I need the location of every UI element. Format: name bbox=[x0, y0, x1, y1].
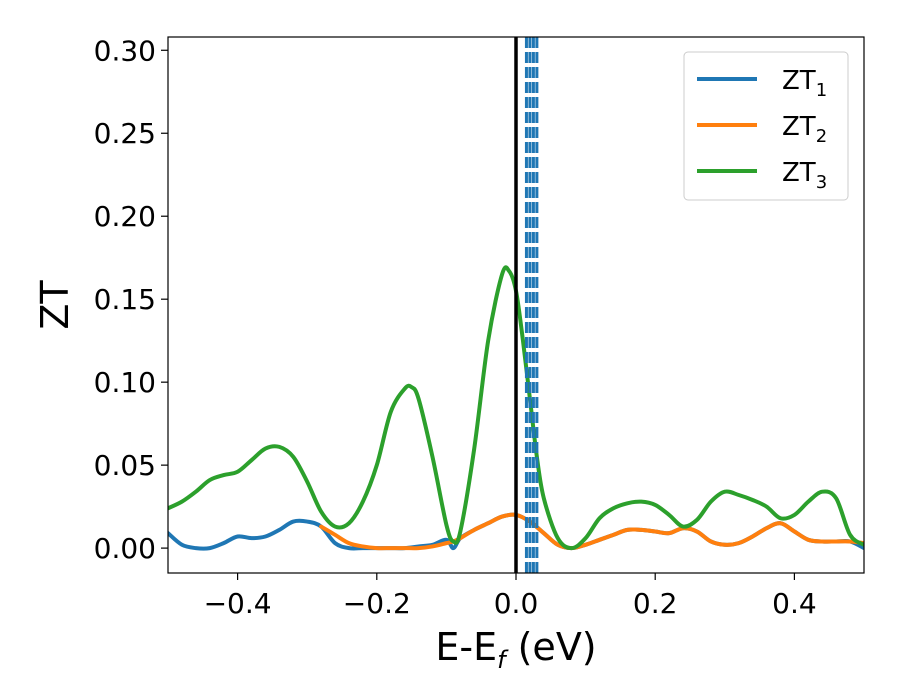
series-line-zt2 bbox=[319, 512, 864, 551]
x-tick-label: −0.4 bbox=[204, 587, 272, 620]
x-tick-label: 0.0 bbox=[494, 587, 539, 620]
legend-frame bbox=[683, 51, 849, 201]
y-tick-label: 0.10 bbox=[94, 366, 156, 399]
y-tick-label: 0.05 bbox=[94, 449, 156, 482]
x-tick-label: 0.4 bbox=[772, 587, 817, 620]
legend-label-zt2: ZT2 bbox=[782, 112, 827, 147]
legend-label-zt1: ZT1 bbox=[782, 66, 827, 101]
x-axis-ticks: −0.4 −0.2 0.0 0.2 0.4 bbox=[204, 573, 817, 620]
series-line-zt3 bbox=[168, 265, 864, 551]
y-tick-label: 0.00 bbox=[94, 532, 156, 565]
y-tick-label: 0.25 bbox=[94, 117, 156, 150]
y-tick-label: 0.15 bbox=[94, 283, 156, 316]
x-tick-label: 0.2 bbox=[633, 587, 678, 620]
y-tick-label: 0.20 bbox=[94, 200, 156, 233]
y-axis-label: ZT bbox=[33, 280, 77, 330]
y-tick-label: 0.30 bbox=[94, 34, 156, 67]
y-axis-ticks: 0.00 0.05 0.10 0.15 0.20 0.25 0.30 bbox=[94, 34, 168, 565]
legend: ZT1 ZT2 ZT3 bbox=[683, 51, 849, 201]
legend-label-zt3: ZT3 bbox=[782, 158, 827, 193]
x-axis-label: E-Ef (eV) bbox=[435, 625, 596, 674]
plot-area bbox=[168, 37, 864, 573]
x-tick-label: −0.2 bbox=[343, 587, 411, 620]
